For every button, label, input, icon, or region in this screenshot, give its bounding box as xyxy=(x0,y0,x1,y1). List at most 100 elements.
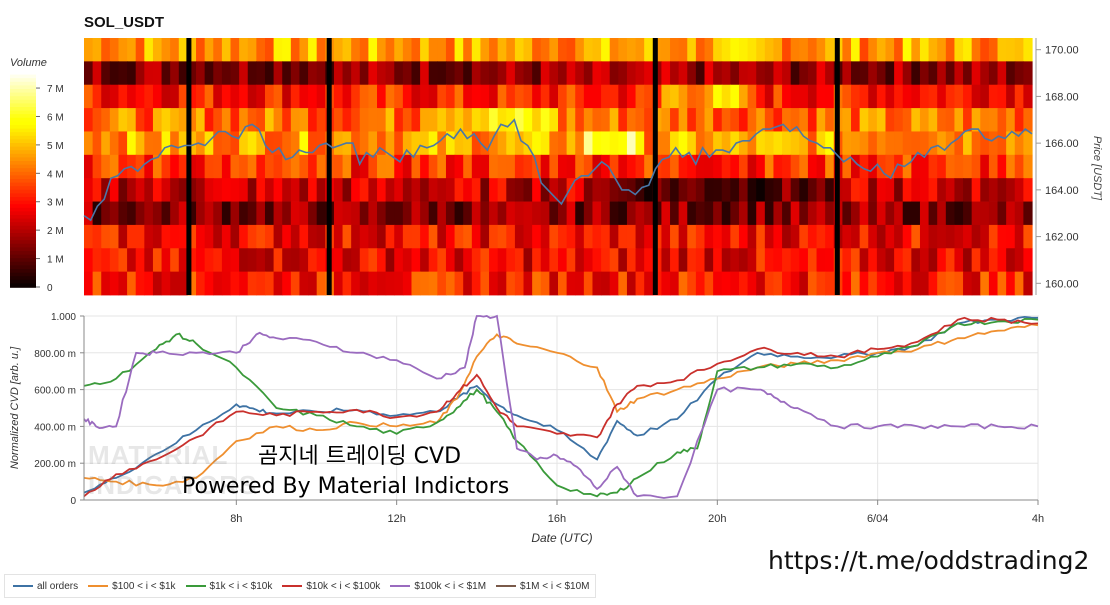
heatmap-cell xyxy=(954,271,964,296)
heatmap-cell xyxy=(894,178,904,202)
heatmap-cell xyxy=(807,201,818,226)
heatmap-cell xyxy=(351,84,361,109)
legend-item[interactable]: $100 < i < $1k xyxy=(88,580,176,592)
heatmap-cell xyxy=(799,178,809,202)
heatmap-cell xyxy=(851,224,861,249)
heatmap-cell xyxy=(618,224,628,249)
legend-item[interactable]: $1M < i < $10M xyxy=(496,581,590,592)
heatmap-cell xyxy=(273,271,283,296)
heatmap-cell xyxy=(368,224,378,249)
heatmap-cell xyxy=(756,201,766,226)
heatmap-cell xyxy=(799,38,809,62)
heatmap-cell xyxy=(661,201,671,226)
heatmap-cell xyxy=(497,154,507,179)
colorbar-step xyxy=(10,146,36,151)
heatmap-cell xyxy=(161,271,171,296)
heatmap-cell xyxy=(747,248,757,273)
heatmap-cell xyxy=(971,201,981,226)
heatmap-cell xyxy=(351,38,361,62)
heatmap-cell xyxy=(101,154,111,179)
heatmap-cell xyxy=(868,224,878,249)
heatmap-cell xyxy=(618,108,628,132)
heatmap-cell xyxy=(575,178,585,202)
heatmap-cell xyxy=(902,38,912,62)
heatmap-cell xyxy=(497,108,507,132)
heatmap-cell xyxy=(1014,201,1024,226)
heatmap-cell xyxy=(127,224,137,249)
heatmap-cell xyxy=(178,178,189,202)
heatmap-cell xyxy=(851,154,861,179)
heatmap-cell xyxy=(799,154,809,179)
legend-item[interactable]: $10k < i < $100k xyxy=(282,581,380,592)
heatmap-cell xyxy=(480,108,490,132)
heatmap-cell xyxy=(1023,178,1033,202)
colorbar-step xyxy=(10,99,36,105)
heatmap-cell xyxy=(420,224,430,249)
heatmap-cell xyxy=(678,131,688,156)
heatmap-cell xyxy=(213,61,223,86)
heatmap-cell xyxy=(851,108,861,132)
heatmap-cell xyxy=(92,178,102,202)
heatmap-cell xyxy=(239,224,249,249)
heatmap-cell xyxy=(687,201,697,226)
colorbar-step xyxy=(10,225,36,231)
legend-item[interactable]: $1k < i < $10k xyxy=(185,581,272,592)
legend-item[interactable]: all orders xyxy=(13,581,78,592)
colorbar-step xyxy=(10,85,36,90)
heatmap-cell xyxy=(1023,224,1033,249)
heatmap-cell xyxy=(239,178,249,202)
heatmap-cell xyxy=(290,271,301,296)
heatmap-cell xyxy=(549,108,559,132)
heatmap-cell xyxy=(420,154,430,179)
colorbar-step xyxy=(10,92,36,97)
heatmap-cell xyxy=(196,178,206,202)
heatmap-cell xyxy=(239,201,249,226)
heatmap-cell xyxy=(695,178,706,202)
legend-label: $100 < i < $1k xyxy=(112,580,176,592)
colorbar-step xyxy=(10,276,36,281)
heatmap-cell xyxy=(359,201,369,226)
heatmap-cell xyxy=(84,61,94,86)
colorbar-step xyxy=(10,153,36,159)
heatmap-cell xyxy=(282,84,292,109)
price-tick-label: 164.00 xyxy=(1045,185,1079,197)
telegram-url[interactable]: https://t.me/oddstrading2 xyxy=(768,546,1090,575)
heatmap-cell xyxy=(514,271,525,296)
heatmap-cell xyxy=(471,108,482,132)
heatmap-cell xyxy=(1023,108,1033,132)
heatmap-cell xyxy=(885,84,895,109)
heatmap-cell xyxy=(661,61,671,86)
heatmap-cell xyxy=(359,178,369,202)
legend-item[interactable]: $100k < i < $1M xyxy=(390,581,486,592)
heatmap-cell xyxy=(592,248,602,273)
heatmap-cell xyxy=(316,248,326,273)
heatmap-cell xyxy=(937,84,947,109)
heatmap-cell xyxy=(247,131,257,156)
heatmap-cell xyxy=(514,201,525,226)
overlay-subtitle: Powered By Material Indictors xyxy=(182,474,510,499)
heatmap-cell xyxy=(747,154,757,179)
heatmap-cell xyxy=(247,248,257,273)
heatmap-cell xyxy=(661,224,671,249)
heatmap-cell xyxy=(713,38,723,62)
heatmap-cell xyxy=(506,201,516,226)
heatmap-cell xyxy=(730,178,740,202)
cvd-x-tick-label: 4h xyxy=(1032,513,1044,525)
heatmap-cell xyxy=(144,271,154,296)
heatmap-cell xyxy=(394,178,404,202)
heatmap-cell xyxy=(170,38,180,62)
heatmap-cell xyxy=(678,248,688,273)
heatmap-cell xyxy=(678,154,688,179)
heatmap-cell xyxy=(506,108,516,132)
heatmap-cell xyxy=(273,248,283,273)
heatmap-cell xyxy=(437,271,447,296)
heatmap-cell xyxy=(480,271,490,296)
heatmap-cell xyxy=(316,178,326,202)
heatmap-cell xyxy=(937,38,947,62)
heatmap-cell xyxy=(945,154,956,179)
cvd-y-axis-title: Normalized CVD [arb. u.] xyxy=(9,346,21,469)
heatmap-cell xyxy=(532,38,542,62)
heatmap-cell xyxy=(92,84,102,109)
heatmap-cell xyxy=(118,248,128,273)
heatmap-cell xyxy=(626,178,637,202)
